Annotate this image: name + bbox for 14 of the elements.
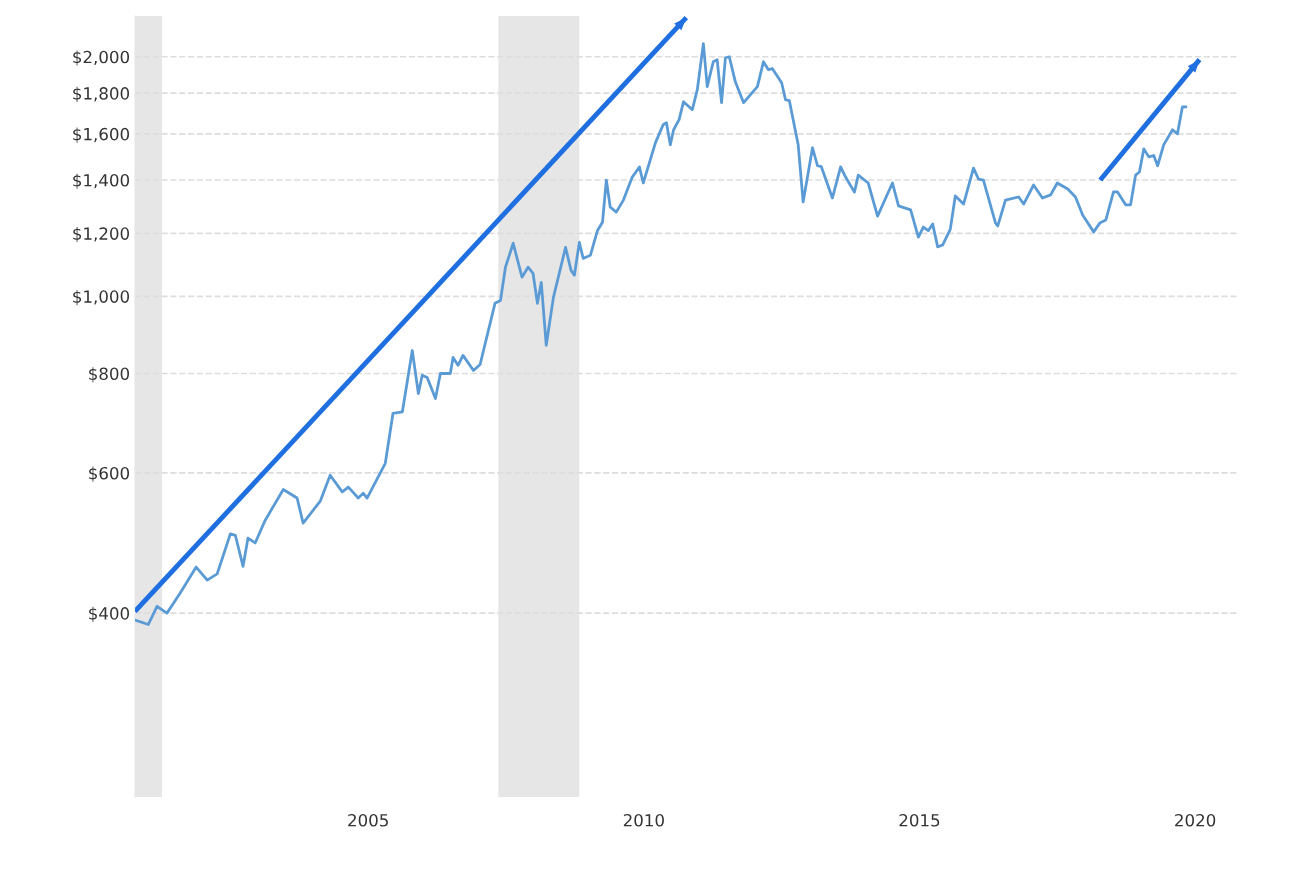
x-tick-label: 2015 (899, 813, 940, 827)
y-tick-label: $1,200 (73, 226, 130, 243)
y-tick-label: $1,400 (73, 173, 130, 189)
x-tick-label: 2020 (1175, 813, 1216, 827)
y-tick-label: $600 (89, 466, 130, 482)
y-tick-label: $800 (89, 367, 130, 383)
y-tick-label: $1,800 (73, 86, 130, 102)
y-tick-label: $2,000 (73, 50, 130, 66)
y-tick-label: $1,000 (73, 290, 130, 306)
x-tick-label: 2010 (623, 813, 664, 827)
x-tick-label: 2005 (348, 813, 388, 827)
line-series (135, 42, 1188, 626)
y-tick-label: $1,600 (73, 127, 130, 143)
y-tick-label: $400 (89, 606, 130, 622)
